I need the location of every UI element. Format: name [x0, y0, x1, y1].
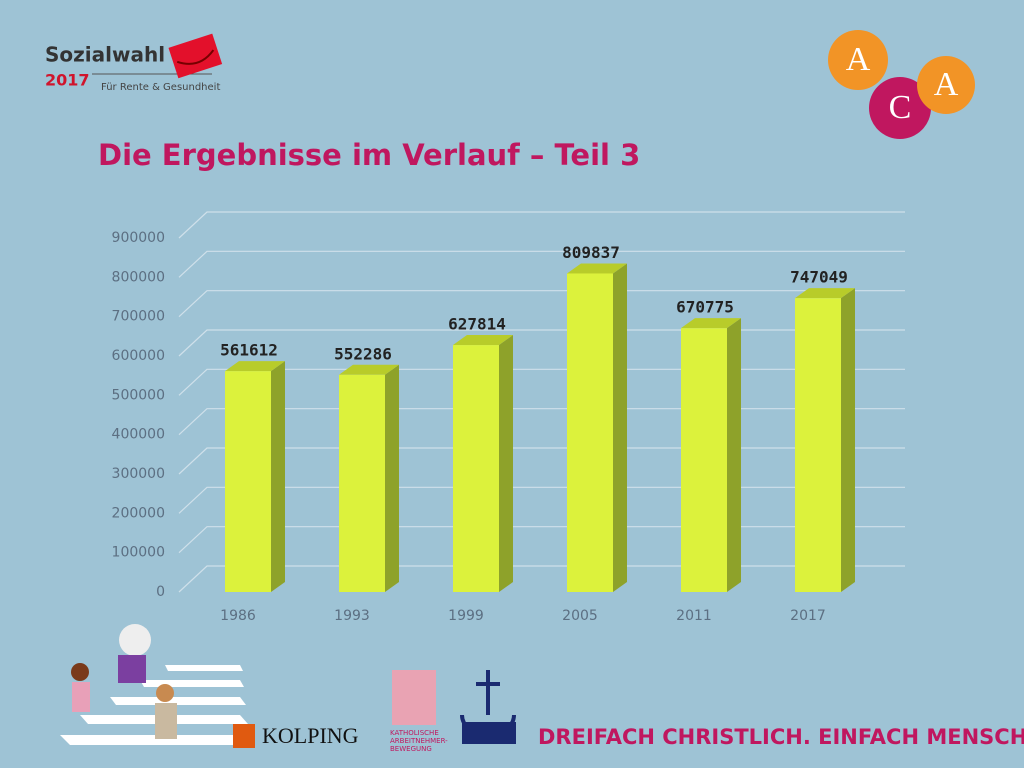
slogan: DREIFACH CHRISTLICH. EINFACH MENSCHLICH. — [538, 725, 1024, 749]
grid-line — [178, 486, 905, 514]
data-label: 561612 — [220, 341, 278, 360]
bar — [225, 361, 285, 592]
x-tick-label: 1993 — [334, 608, 370, 624]
logo-circle — [917, 56, 975, 114]
x-tick-label: 2005 — [562, 608, 598, 624]
bar-front — [225, 371, 271, 592]
grid-line — [178, 565, 905, 593]
figure — [156, 684, 174, 702]
y-tick-label: 0 — [156, 584, 165, 600]
cross-emblem — [460, 670, 516, 744]
logo-circle — [828, 30, 888, 90]
figure — [118, 655, 146, 683]
y-tick-label: 700000 — [112, 309, 165, 325]
data-label: 627814 — [448, 315, 506, 334]
grid-line — [178, 368, 905, 396]
kab-text: ARBEITNEHMER- — [390, 737, 448, 745]
data-label: 552286 — [334, 344, 392, 363]
data-label: 809837 — [562, 243, 620, 262]
bar-side — [499, 335, 513, 592]
y-tick-label: 100000 — [112, 545, 165, 561]
grid-line — [178, 526, 905, 554]
kab-text: KATHOLISCHE — [390, 729, 439, 737]
bar-top — [339, 364, 399, 375]
grid-line — [178, 408, 905, 436]
bar-front — [795, 298, 841, 592]
x-tick-label: 1986 — [220, 608, 256, 624]
bar — [339, 364, 399, 592]
grid-line — [178, 329, 905, 357]
bar — [453, 335, 513, 592]
bar-front — [681, 328, 727, 592]
bar-side — [613, 263, 627, 592]
grid-line — [178, 447, 905, 475]
data-label: 747049 — [790, 268, 848, 287]
figure — [119, 624, 151, 656]
bar-side — [727, 318, 741, 592]
y-tick-label: 800000 — [112, 269, 165, 285]
y-tick-label: 500000 — [112, 387, 165, 403]
bar — [567, 263, 627, 592]
kab-logo — [392, 670, 436, 725]
brand-year: 2017 — [45, 71, 90, 90]
bar-top — [795, 288, 855, 299]
figure — [71, 663, 89, 681]
grid-line — [178, 250, 905, 278]
bar-front — [567, 273, 613, 592]
bar-side — [841, 288, 855, 592]
chart-title: Die Ergebnisse im Verlauf – Teil 3 — [98, 138, 640, 172]
kab-text: BEWEGUNG — [390, 745, 432, 753]
y-tick-label: 600000 — [112, 348, 165, 364]
y-tick-label: 400000 — [112, 427, 165, 443]
data-label: 670775 — [676, 298, 734, 317]
x-tick-label: 2011 — [676, 608, 712, 624]
bar-top — [453, 335, 513, 346]
bar-front — [453, 345, 499, 592]
bar-side — [385, 364, 399, 592]
crosswalk — [60, 665, 250, 745]
logo-letter: A — [934, 66, 959, 103]
bar-top — [225, 361, 285, 372]
figure — [72, 682, 90, 712]
grid-line — [178, 211, 905, 239]
bar-side — [271, 361, 285, 592]
grid-line — [178, 290, 905, 318]
x-tick-label: 1999 — [448, 608, 484, 624]
bar-top — [567, 263, 627, 274]
x-tick-label: 2017 — [790, 608, 826, 624]
bar — [681, 318, 741, 592]
logo-letter: C — [889, 89, 912, 126]
logo-letter: A — [846, 41, 871, 78]
y-tick-label: 900000 — [112, 230, 165, 246]
bar-front — [339, 374, 385, 592]
envelope — [168, 33, 223, 79]
bar-top — [681, 318, 741, 329]
figure — [155, 703, 177, 739]
logo-circle — [869, 77, 931, 139]
bar — [795, 288, 855, 592]
kolping-icon — [233, 724, 255, 748]
plot: 0 100000 200000 300000 400000 500000 600000 700… — [112, 211, 905, 624]
brand: Sozialwahl — [45, 43, 165, 67]
tagline: Für Rente & Gesundheit — [101, 82, 220, 93]
kolping: KOLPING — [262, 723, 359, 748]
y-tick-label: 200000 — [112, 505, 165, 521]
y-tick-label: 300000 — [112, 466, 165, 482]
